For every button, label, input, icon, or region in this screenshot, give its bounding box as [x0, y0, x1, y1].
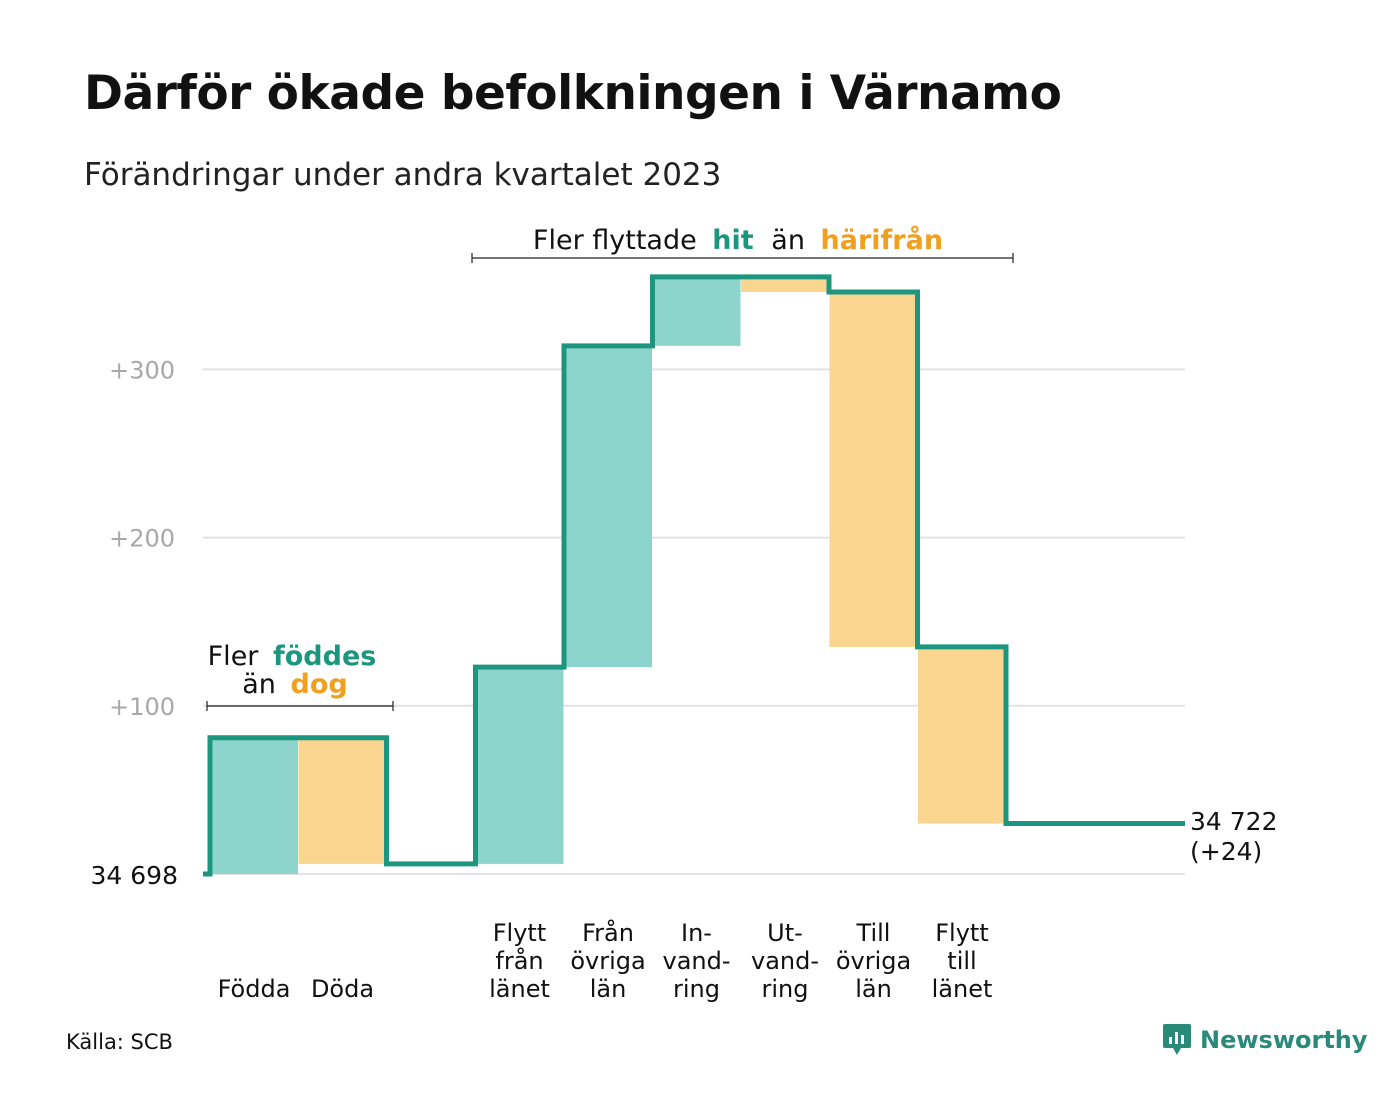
category-label: Flytt [493, 919, 547, 947]
births-annotation-middle: än [242, 669, 276, 700]
category-label: Döda [311, 975, 374, 1003]
waterfall-bar [298, 737, 387, 864]
category-label: län [855, 975, 892, 1003]
waterfall-bar [652, 276, 741, 346]
category-label: från [495, 946, 543, 975]
births-annotation-prefix: Fler [208, 641, 260, 672]
moves-annotation-highlight-here: hit [712, 225, 753, 256]
waterfall-bar [564, 345, 652, 668]
category-label: övriga [836, 947, 911, 975]
waterfall-bar [918, 646, 1006, 824]
category-label: vand- [662, 947, 730, 975]
category-label: vand- [751, 947, 819, 975]
moves-annotation-middle: än [771, 225, 805, 256]
waterfall-bar [475, 667, 564, 864]
category-label: In- [681, 919, 712, 947]
category-label: länet [932, 975, 993, 1003]
category-label: ring [673, 975, 720, 1003]
y-tick-label: +200 [109, 525, 175, 553]
svg-text:Fler flyttade hit: Fler flyttade hit än härifrån [533, 224, 943, 256]
cumulative-step-line [203, 274, 1185, 877]
category-label: övriga [570, 947, 645, 975]
newsworthy-logo-icon [1163, 1024, 1191, 1055]
category-label: län [590, 975, 627, 1003]
category-label: länet [489, 975, 550, 1003]
baseline-value-label: 34 698 [91, 861, 178, 890]
line-layer [203, 274, 1185, 877]
bar-layer [210, 276, 1006, 874]
category-label: Från [582, 918, 634, 947]
category-label: Flytt [935, 919, 989, 947]
category-label: till [947, 947, 976, 975]
y-tick-label: +100 [109, 693, 175, 721]
waterfall-bar [829, 292, 918, 647]
brand-name: Newsworthy [1200, 1026, 1368, 1054]
births-annotation: Fler föddes än dog [206, 641, 394, 711]
svg-text:Fler föddes: Fler föddes [208, 641, 377, 672]
category-label: ring [762, 975, 809, 1003]
brand-logo[interactable]: Newsworthy [1162, 1022, 1368, 1058]
category-label: Till [856, 919, 891, 947]
grid-layer: +100 +200 +300 [109, 356, 1185, 875]
waterfall-bar [210, 737, 298, 874]
label-layer: Födda DödaFlyttfrånlänetFrånövrigalänIn-v… [218, 918, 993, 1003]
waterfall-bar [741, 276, 829, 293]
final-value-label: 34 722 [1190, 807, 1277, 836]
births-annotation-highlight-born: föddes [273, 641, 376, 672]
moves-annotation-prefix: Fler flyttade [533, 225, 697, 256]
page-title: Därför ökade befolkningen i Värnamo [84, 66, 1062, 121]
final-change-label: (+24) [1190, 837, 1262, 866]
source-note: Källa: SCB [66, 1030, 173, 1054]
moves-annotation: Fler flyttade hit än härifrån [471, 224, 1014, 263]
category-label: Födda [218, 975, 291, 1003]
moves-annotation-highlight-away: härifrån [821, 224, 944, 256]
births-annotation-highlight-died: dog [291, 669, 348, 700]
page-subtitle: Förändringar under andra kvartalet 2023 [84, 157, 722, 193]
y-tick-label: +300 [109, 356, 175, 384]
svg-text:än dog: än dog [242, 669, 347, 700]
category-label: Ut- [767, 919, 803, 947]
